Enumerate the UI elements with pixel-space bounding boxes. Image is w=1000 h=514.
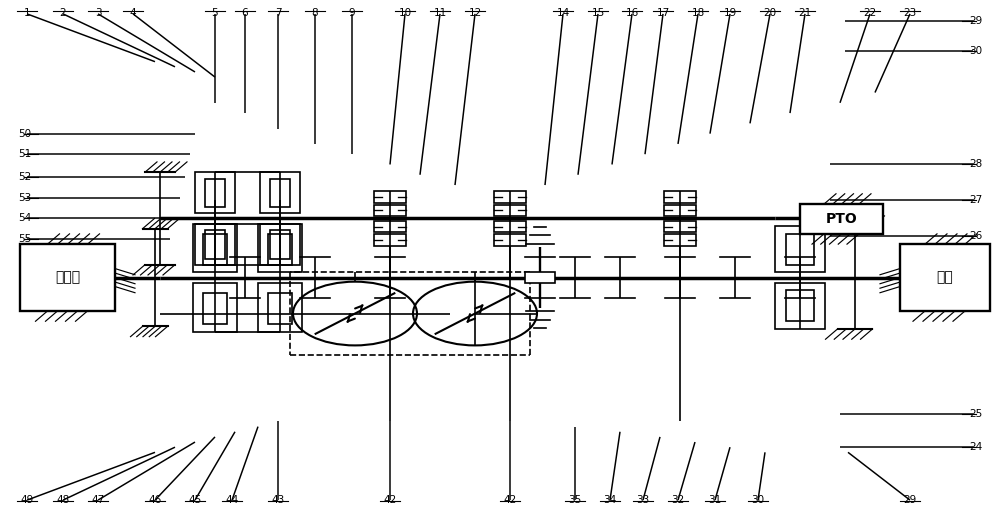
Text: 21: 21 — [798, 8, 812, 17]
Text: 49: 49 — [20, 495, 34, 505]
Text: 45: 45 — [188, 495, 202, 505]
Text: 11: 11 — [433, 8, 447, 17]
Text: 车桥: 车桥 — [937, 270, 953, 285]
Bar — [374, 191, 406, 203]
Bar — [258, 224, 302, 272]
Text: 30: 30 — [969, 46, 982, 57]
Bar — [494, 221, 526, 232]
Bar — [195, 172, 235, 213]
Text: 发动机: 发动机 — [55, 270, 80, 285]
Text: 43: 43 — [271, 495, 285, 505]
Bar — [260, 172, 300, 213]
Text: 9: 9 — [349, 8, 355, 17]
Text: 42: 42 — [503, 495, 517, 505]
Text: 33: 33 — [636, 495, 650, 505]
Bar — [786, 290, 814, 321]
Bar — [193, 224, 237, 272]
Bar — [800, 204, 883, 234]
Text: 42: 42 — [383, 495, 397, 505]
Bar — [494, 191, 526, 203]
Bar — [664, 191, 696, 203]
Text: 32: 32 — [671, 495, 685, 505]
Bar — [268, 293, 292, 324]
Text: 15: 15 — [591, 8, 605, 17]
Text: 29: 29 — [903, 495, 917, 505]
Bar — [775, 283, 825, 329]
Bar — [664, 234, 696, 246]
Text: 14: 14 — [556, 8, 570, 17]
Text: 31: 31 — [708, 495, 722, 505]
Text: 22: 22 — [863, 8, 877, 17]
Text: 48: 48 — [56, 495, 70, 505]
Bar — [260, 224, 300, 265]
Text: 29: 29 — [969, 15, 982, 26]
Bar — [20, 244, 115, 311]
Text: 17: 17 — [656, 8, 670, 17]
Text: 30: 30 — [751, 495, 765, 505]
Text: 6: 6 — [242, 8, 248, 17]
Bar — [268, 234, 292, 265]
Bar — [374, 221, 406, 232]
Text: 53: 53 — [18, 193, 31, 203]
Text: 47: 47 — [91, 495, 105, 505]
Text: 34: 34 — [603, 495, 617, 505]
Text: 54: 54 — [18, 213, 31, 224]
Bar — [195, 224, 235, 265]
Text: 44: 44 — [225, 495, 239, 505]
Text: 51: 51 — [18, 149, 31, 159]
Text: 46: 46 — [148, 495, 162, 505]
Text: 50: 50 — [18, 128, 31, 139]
Bar — [270, 230, 290, 259]
Text: 7: 7 — [275, 8, 281, 17]
Bar — [258, 283, 302, 332]
Text: 52: 52 — [18, 172, 31, 182]
Text: 10: 10 — [398, 8, 412, 17]
Text: 35: 35 — [568, 495, 582, 505]
Text: 27: 27 — [969, 195, 982, 206]
Text: 8: 8 — [312, 8, 318, 17]
Text: 18: 18 — [691, 8, 705, 17]
Bar — [203, 293, 227, 324]
Bar — [775, 226, 825, 272]
Bar — [494, 205, 526, 216]
Bar — [494, 234, 526, 246]
Text: 1: 1 — [24, 8, 30, 17]
Bar — [664, 221, 696, 232]
Text: 16: 16 — [625, 8, 639, 17]
Text: 3: 3 — [95, 8, 101, 17]
Bar — [205, 230, 225, 259]
Text: 55: 55 — [18, 234, 31, 244]
Bar — [664, 205, 696, 216]
Bar — [525, 272, 555, 283]
Text: PTO: PTO — [826, 212, 857, 226]
Text: 28: 28 — [969, 159, 982, 170]
Bar — [270, 179, 290, 207]
Text: 23: 23 — [903, 8, 917, 17]
Text: 26: 26 — [969, 231, 982, 242]
Bar — [786, 234, 814, 265]
Bar — [193, 283, 237, 332]
Bar — [900, 244, 990, 311]
Text: 12: 12 — [468, 8, 482, 17]
Bar — [374, 234, 406, 246]
Text: 20: 20 — [763, 8, 777, 17]
Text: 24: 24 — [969, 442, 982, 452]
Text: 19: 19 — [723, 8, 737, 17]
Bar — [203, 234, 227, 265]
Text: 5: 5 — [212, 8, 218, 17]
Text: 2: 2 — [60, 8, 66, 17]
Text: 4: 4 — [130, 8, 136, 17]
Text: 25: 25 — [969, 409, 982, 419]
Bar — [205, 179, 225, 207]
Bar — [374, 205, 406, 216]
